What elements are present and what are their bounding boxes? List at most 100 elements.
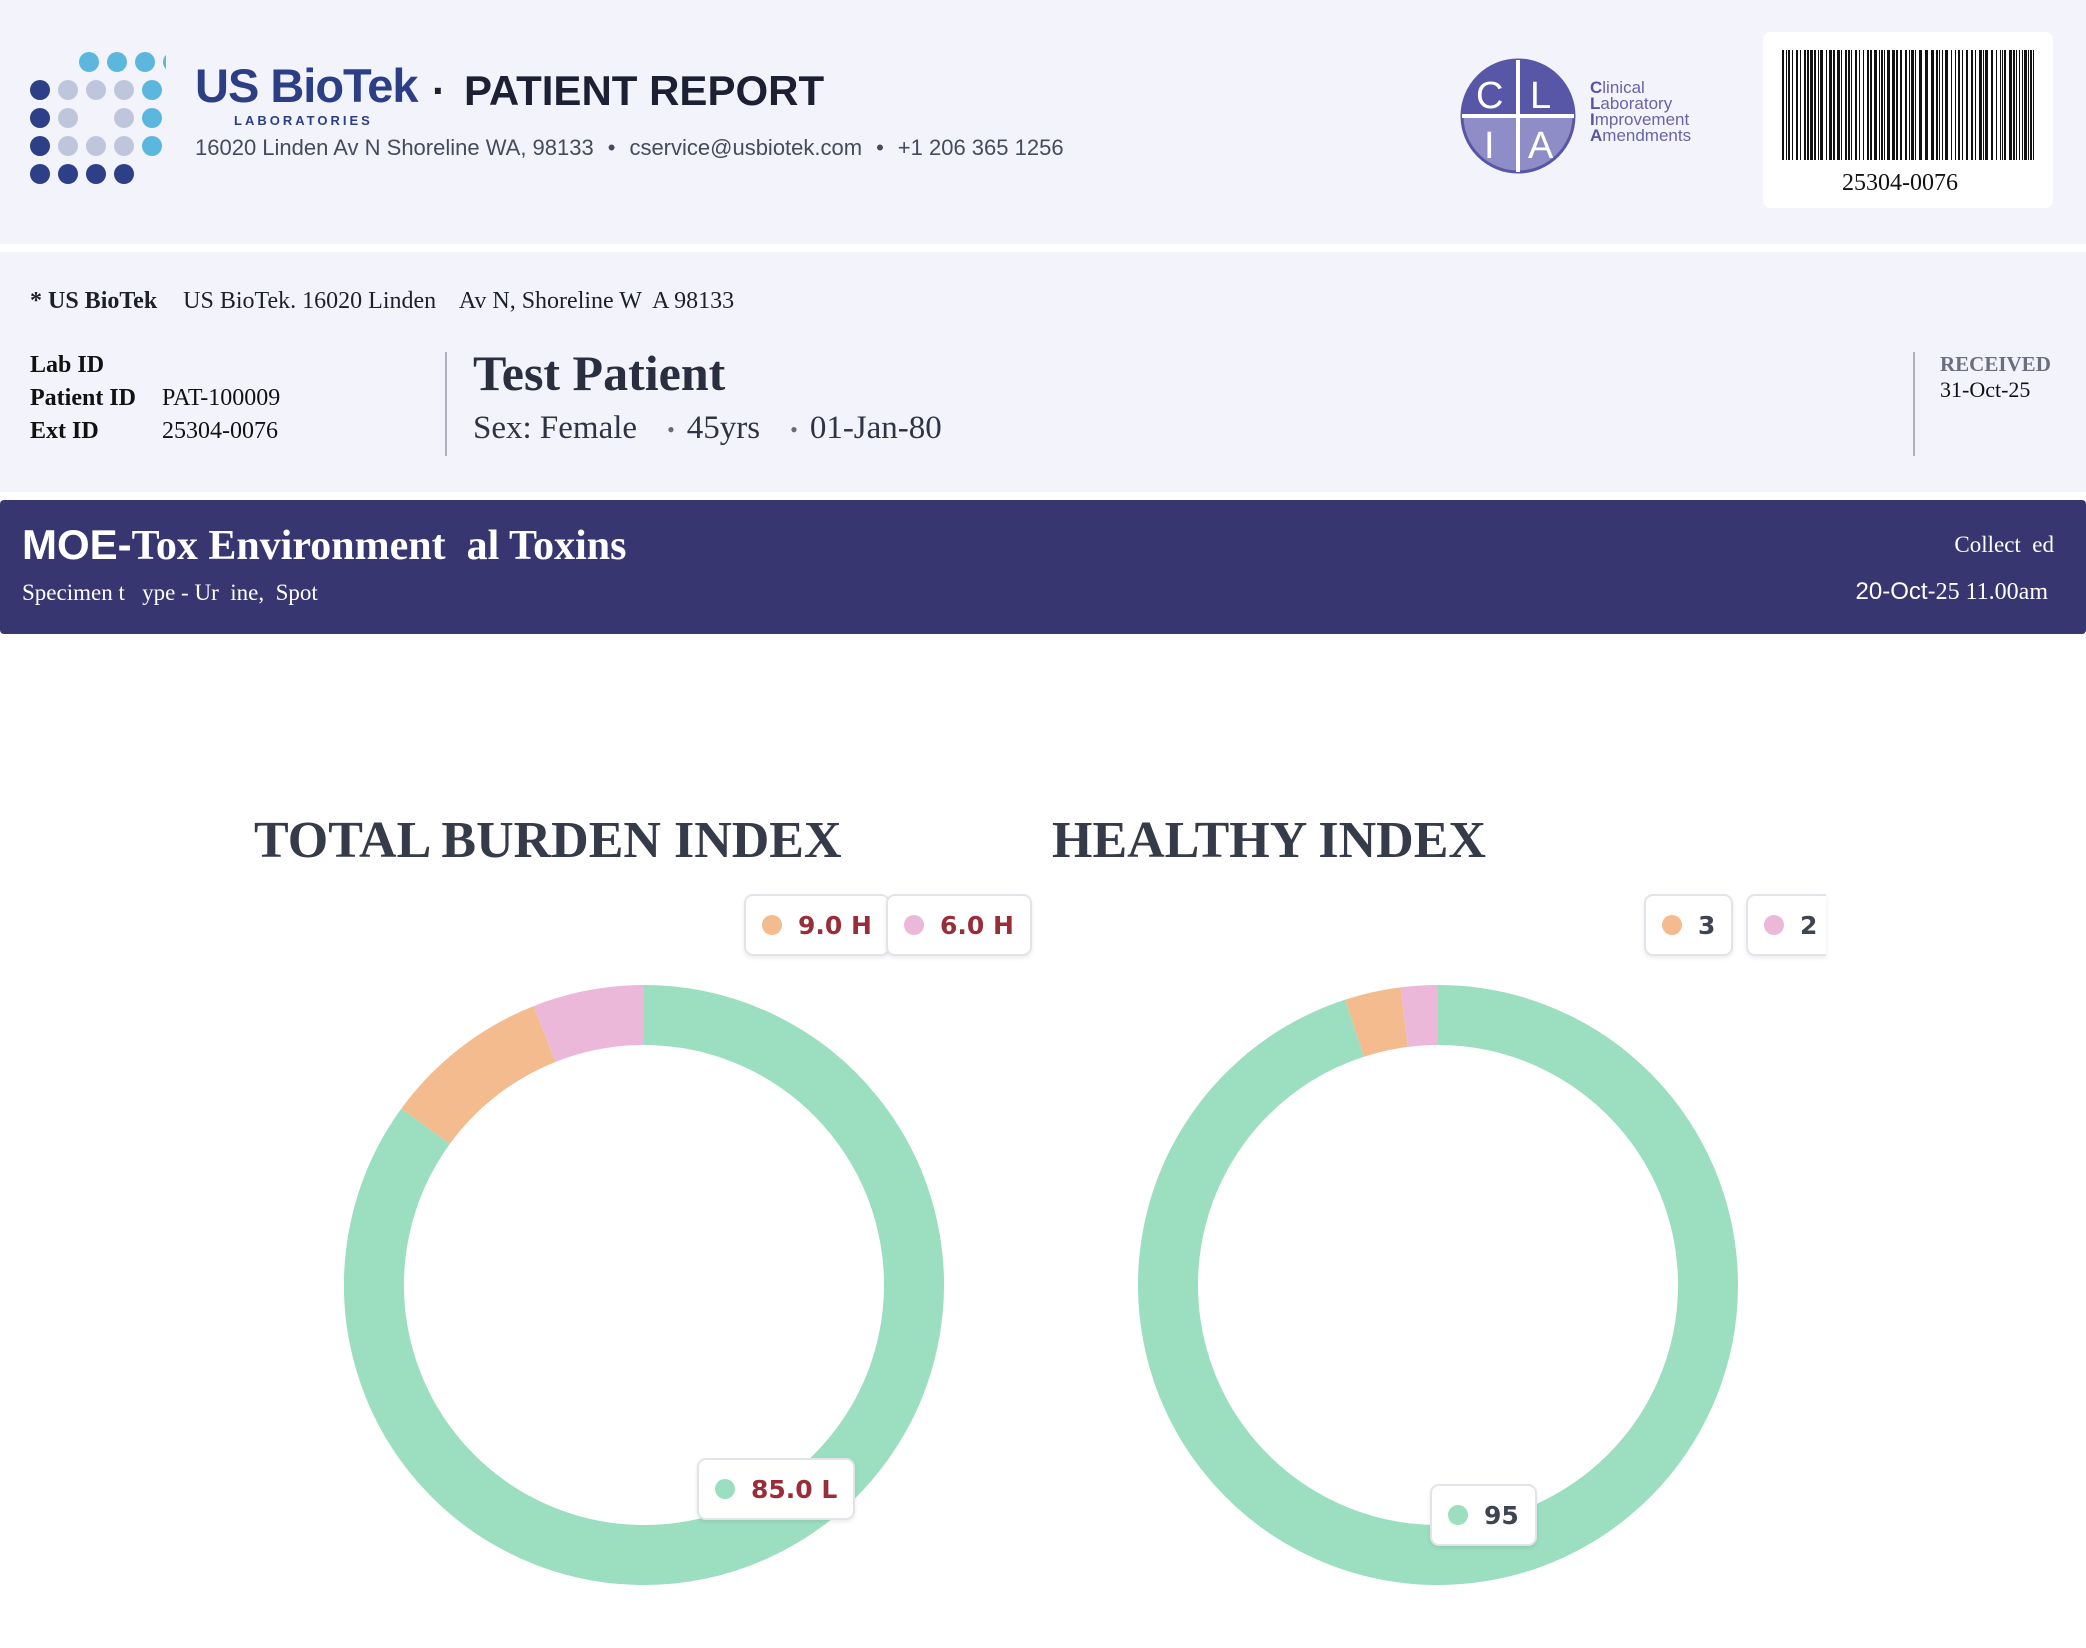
lab-name: * US BioTek <box>30 288 158 314</box>
clia-wordmark: Clinical Laboratory Improvement Amendmen… <box>1590 78 1692 145</box>
barcode-bar <box>1911 50 1914 160</box>
data-label-pill: 95 <box>1430 1484 1537 1546</box>
donut-slice <box>1400 985 1439 1047</box>
barcode-bar <box>1892 50 1895 160</box>
clia-line: Clinical <box>1590 78 1645 97</box>
barcode-bar <box>1859 50 1860 160</box>
divider <box>445 352 447 456</box>
barcode-bar <box>1919 50 1922 160</box>
received-date: 31-Oct-25 <box>1940 377 2031 402</box>
barcode-bar <box>1905 50 1907 160</box>
collected-date: 20-Oct-25 11.00am <box>1855 578 2048 605</box>
collected-label: Collect ed <box>1954 532 2054 557</box>
barcode-bar <box>1796 50 1798 160</box>
legend-swatch <box>1448 1505 1468 1525</box>
barcode-bar <box>1896 50 1898 160</box>
brand-name: US BioTek <box>195 59 419 112</box>
barcode-bar <box>1782 50 1784 160</box>
contact-line: 16020 Linden Av N Shoreline WA, 98133 • cs… <box>195 135 1064 160</box>
legend-swatch <box>1662 915 1682 935</box>
barcode-bar <box>2022 50 2023 160</box>
lab-phone: +1 206 365 1256 <box>897 135 1064 160</box>
barcode-bar <box>1848 50 1850 160</box>
barcode-bar <box>2028 50 2029 160</box>
clia-logo-letter-a: A <box>1528 125 1554 167</box>
barcode-bar <box>1985 50 1988 160</box>
barcode-bar <box>2004 50 2006 160</box>
legend-swatch <box>1764 915 1784 935</box>
barcode-bar <box>2000 50 2001 160</box>
lab-email: cservice@usbiotek.com <box>629 135 863 160</box>
test-name: MOE-Tox Environment al Toxins <box>22 521 627 569</box>
barcode-bar <box>1936 50 1938 160</box>
burden-chart-title: TOTAL BURDEN INDEX <box>254 812 842 869</box>
usbiotek-logo-icon <box>30 52 166 184</box>
lab-address: 16020 Linden Av N Shoreline WA, 98133 <box>195 135 594 160</box>
patient-id-list: Lab ID Patient ID PAT-100009 Ext ID 25304-… <box>30 350 280 449</box>
barcode-bar <box>1939 50 1940 160</box>
barcode-bar <box>1942 50 1943 160</box>
barcode-bar <box>1991 50 1993 160</box>
barcode-bar <box>1881 50 1883 160</box>
data-label-pill: 85.0 L <box>697 1458 856 1520</box>
report-header <box>0 0 2086 244</box>
barcode-bar <box>1887 50 1890 160</box>
barcode-bar <box>1841 50 1842 160</box>
data-label: 85.0 L <box>751 1474 838 1504</box>
barcode-bar <box>1983 50 1984 160</box>
donut-slice <box>401 1006 557 1145</box>
clia-logo-letter-i: I <box>1484 125 1495 167</box>
lab-address-line: US BioTek. 16020 Linden Av N, Shoreline … <box>183 288 735 314</box>
barcode-bar <box>1975 50 1976 160</box>
legend-label: 2 <box>1800 910 1818 940</box>
barcode-bar <box>1845 50 1847 160</box>
barcode-bar <box>2030 50 2032 160</box>
barcode-bar <box>1915 50 1916 160</box>
barcode-bar <box>1996 50 1997 160</box>
clia-logo-letter-l: L <box>1530 75 1551 117</box>
clia-logo-icon: C L I A <box>1460 58 1576 174</box>
patient-age: 45yrs <box>686 410 761 446</box>
patient-id-row: Lab ID <box>30 352 105 378</box>
barcode-bar <box>1971 50 1973 160</box>
barcode-bar <box>1837 50 1840 160</box>
patient-sex: Sex: Female <box>473 410 638 446</box>
data-label: 95 <box>1484 1500 1519 1530</box>
barcode-bar <box>1829 50 1832 160</box>
report-title-text: PATIENT REPORT <box>464 67 825 114</box>
clia-line: Amendments <box>1590 126 1692 145</box>
lab-line: * US BioTek US BioTek. 16020 Linden Av N,… <box>30 288 734 315</box>
barcode-bar <box>1851 50 1852 160</box>
legend-pill: 3 <box>1644 894 1734 956</box>
barcode-bar <box>1800 50 1801 160</box>
test-banner <box>0 500 2086 634</box>
donut-slice <box>1138 985 1738 1585</box>
legend-pill: 2 <box>1746 894 1826 956</box>
specimen-type: Specimen t ype - Ur ine, Spot <box>22 580 318 605</box>
report-title: · PATIENT REPORT <box>432 67 825 114</box>
barcode-bar <box>2009 50 2012 160</box>
barcode-bar <box>1804 50 1806 160</box>
barcode-bar <box>2016 50 2017 160</box>
barcode-bar <box>1792 50 1793 160</box>
patient-dob: 01-Jan-80 <box>809 410 942 446</box>
barcode-bar <box>1958 50 1960 160</box>
barcode-bar <box>1931 50 1934 160</box>
donut-slice <box>533 985 645 1063</box>
barcode-bar <box>1962 50 1963 160</box>
healthy-chart-title: HEALTHY INDEX <box>1052 812 1486 869</box>
barcode-bar <box>1867 50 1869 160</box>
barcode-bar <box>1786 50 1787 160</box>
patient-name: Test Patient <box>473 345 726 401</box>
barcode-bar <box>2024 50 2027 160</box>
barcode-bar <box>1874 50 1877 160</box>
legend-pill: 9.0 H <box>744 894 890 956</box>
brand-subtitle: LABORATORIES <box>234 113 373 128</box>
barcode-bar <box>1925 50 1928 160</box>
barcode-bar <box>1900 50 1902 160</box>
legend-label: 6.0 H <box>940 910 1014 940</box>
barcode-bar <box>1810 50 1813 160</box>
barcode-icon <box>1782 50 2034 160</box>
barcode-bar <box>1966 50 1968 160</box>
legend-label: 9.0 H <box>798 910 872 940</box>
